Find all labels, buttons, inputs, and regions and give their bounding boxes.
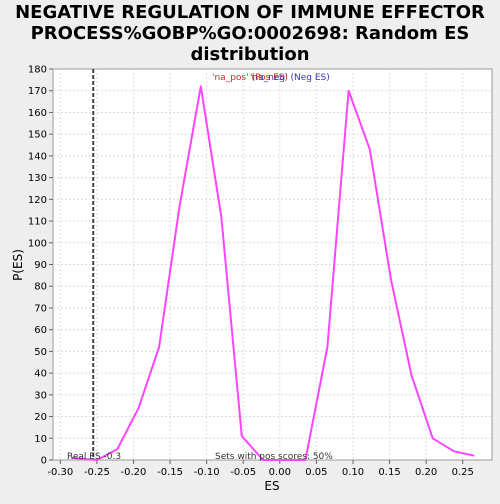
y-tick-label: 130: [28, 173, 47, 184]
na-neg-label: 'na_neg' (Neg ES): [250, 73, 330, 83]
y-tick-label: 40: [34, 369, 47, 380]
y-tick-label: 0: [41, 456, 47, 467]
y-tick-label: 90: [34, 260, 47, 271]
x-tick-label: -0.05: [230, 467, 256, 478]
y-tick-label: 30: [34, 390, 47, 401]
y-tick-label: 110: [28, 217, 47, 228]
x-tick-label: -0.10: [194, 467, 220, 478]
x-tick-label: -0.25: [84, 467, 110, 478]
y-tick-label: 100: [28, 238, 47, 249]
y-tick-label: 60: [34, 325, 47, 336]
x-tick-label: 0.25: [452, 467, 474, 478]
grid-lines: [53, 69, 492, 460]
x-axis-ticks: -0.30 -0.25 -0.20 -0.15 -0.10 -0.05 0.00 0.05 0.…: [47, 460, 474, 478]
chart-title-line-2: PROCESS%GOBP%GO:0002698: Random ES: [31, 23, 470, 44]
y-tick-label: 120: [28, 195, 47, 206]
x-tick-label: -0.20: [121, 467, 147, 478]
y-tick-label: 150: [28, 130, 47, 141]
y-tick-label: 180: [28, 65, 47, 76]
y-tick-label: 170: [28, 86, 47, 97]
x-tick-label: 0.15: [378, 467, 400, 478]
y-tick-label: 10: [34, 434, 47, 445]
real-es-label: Real ES -0.3: [67, 452, 121, 462]
es-distribution-line: [71, 85, 475, 461]
x-tick-label: 0.10: [342, 467, 364, 478]
y-axis-title: P(ES): [11, 249, 25, 281]
x-tick-label: -0.30: [47, 467, 73, 478]
y-tick-label: 140: [28, 151, 47, 162]
y-axis-ticks: 0 10 20 30 40 50 60 70 80 90 100 110 120 130 140 150 160…: [28, 65, 53, 467]
chart-title-line-3: distribution: [190, 44, 309, 65]
x-axis-title: ES: [264, 479, 279, 493]
y-tick-label: 20: [34, 412, 47, 423]
na-pos-label: 'na_pos' (Pos ES): [212, 73, 288, 83]
x-tick-label: 0.05: [305, 467, 327, 478]
y-tick-label: 50: [34, 347, 47, 358]
chart-title-line-1: NEGATIVE REGULATION OF IMMUNE EFFECTOR: [15, 2, 485, 23]
y-tick-label: 70: [34, 303, 47, 314]
x-tick-label: 0.20: [415, 467, 437, 478]
x-tick-label: -0.15: [157, 467, 183, 478]
y-tick-label: 80: [34, 282, 47, 293]
x-tick-label: 0.00: [269, 467, 291, 478]
y-tick-label: 160: [28, 108, 47, 119]
sets-with-pos-label: Sets with pos scores: 50%: [215, 452, 333, 462]
